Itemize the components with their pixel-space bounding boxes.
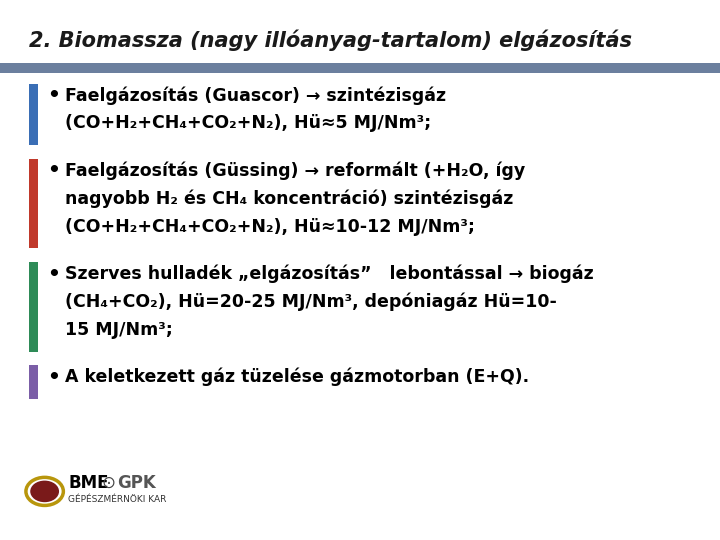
Text: BME: BME [68,474,109,492]
Text: 2. Biomassza (nagy illóanyag-tartalom) elgázosítás: 2. Biomassza (nagy illóanyag-tartalom) e… [29,30,632,51]
Text: (CO+H₂+CH₄+CO₂+N₂), Hü≈5 MJ/Nm³;: (CO+H₂+CH₄+CO₂+N₂), Hü≈5 MJ/Nm³; [65,114,431,132]
Text: •: • [48,265,60,284]
Bar [29,159,38,248]
Text: nagyobb H₂ és CH₄ koncentráció) szintézisgáz: nagyobb H₂ és CH₄ koncentráció) szintézi… [65,190,513,208]
Bar [29,84,38,145]
Text: GÉPÉSZMÉRNÖKI KAR: GÉPÉSZMÉRNÖKI KAR [68,495,167,504]
Text: 15 MJ/Nm³;: 15 MJ/Nm³; [65,321,173,339]
Text: Szerves hulladék „elgázosítás”   lebontással → biogáz: Szerves hulladék „elgázosítás” lebontáss… [65,265,593,283]
Text: •: • [48,86,60,105]
Bar [0,63,720,73]
Bar [29,262,38,352]
Text: Faelgázosítás (Güssing) → reformált (+H₂O, így: Faelgázosítás (Güssing) → reformált (+H₂… [65,161,525,180]
Text: (CO+H₂+CH₄+CO₂+N₂), Hü≈10-12 MJ/Nm³;: (CO+H₂+CH₄+CO₂+N₂), Hü≈10-12 MJ/Nm³; [65,218,474,235]
Text: •: • [48,161,60,180]
Text: •: • [48,368,60,387]
Text: A keletkezett gáz tüzelése gázmotorban (E+Q).: A keletkezett gáz tüzelése gázmotorban (… [65,368,529,386]
Text: Faelgázosítás (Guascor) → szintézisgáz: Faelgázosítás (Guascor) → szintézisgáz [65,86,446,105]
Text: ⊙: ⊙ [101,474,115,492]
Bar [29,365,38,399]
Text: (CH₄+CO₂), Hü=20-25 MJ/Nm³, depóniagáz Hü=10-: (CH₄+CO₂), Hü=20-25 MJ/Nm³, depóniagáz H… [65,293,557,311]
Text: GPK: GPK [117,474,156,492]
Circle shape [30,481,59,502]
